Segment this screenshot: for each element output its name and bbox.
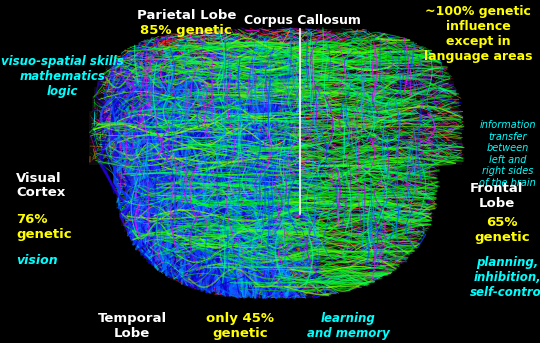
Text: Frontal
Lobe: Frontal Lobe [470, 182, 523, 210]
Text: 65%
genetic: 65% genetic [474, 216, 530, 244]
Text: Temporal
Lobe: Temporal Lobe [98, 312, 167, 340]
Text: information
transfer
between
left and
right sides
of the brain: information transfer between left and ri… [479, 120, 536, 188]
Text: vision: vision [16, 254, 58, 267]
Text: Parietal Lobe: Parietal Lobe [137, 9, 236, 22]
Text: Corpus Callosum: Corpus Callosum [244, 14, 361, 27]
Text: 76%
genetic: 76% genetic [16, 213, 72, 241]
Text: 85% genetic: 85% genetic [140, 24, 232, 37]
Text: planning,
inhibition,
self-control: planning, inhibition, self-control [470, 256, 540, 298]
Text: ~100% genetic
influence
except in
language areas: ~100% genetic influence except in langua… [424, 5, 532, 63]
Text: Visual
Cortex: Visual Cortex [16, 172, 65, 200]
Text: visuo-spatial skills
mathematics
logic: visuo-spatial skills mathematics logic [1, 55, 124, 98]
Text: only 45%
genetic: only 45% genetic [206, 312, 274, 340]
Text: learning
and memory: learning and memory [307, 312, 390, 340]
